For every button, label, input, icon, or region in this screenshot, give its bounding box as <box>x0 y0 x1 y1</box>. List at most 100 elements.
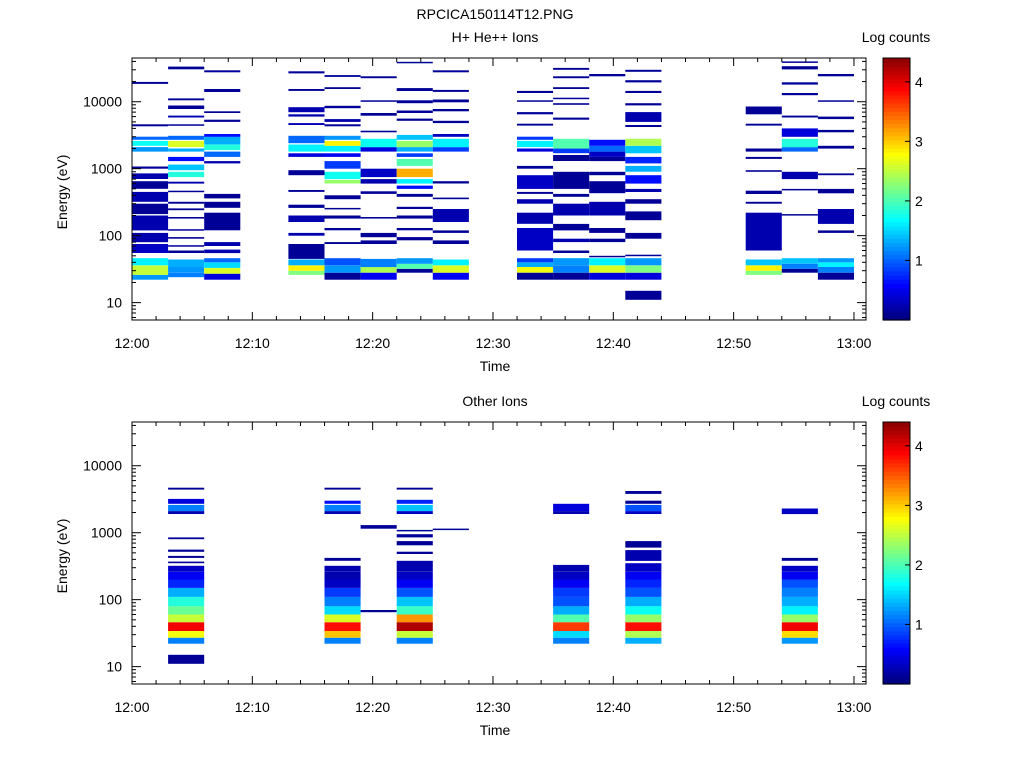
colorbar-segment <box>883 458 910 464</box>
heatmap-cell <box>745 212 782 251</box>
x-tick-label: 12:00 <box>114 335 149 351</box>
heatmap-cell <box>132 166 169 169</box>
heatmap-cell <box>324 75 361 77</box>
colorbar-segment <box>883 614 910 620</box>
colorbar-segment <box>883 82 910 88</box>
heatmap-cell <box>625 550 662 561</box>
heatmap-cell <box>324 153 361 157</box>
colorbar-segment <box>883 229 910 235</box>
colorbar-segment <box>883 557 910 562</box>
heatmap-cell <box>168 217 205 219</box>
heatmap-cell <box>625 199 662 204</box>
heatmap-cell <box>625 491 662 494</box>
heatmap-cell <box>781 263 818 269</box>
heatmap-cell <box>396 158 433 166</box>
colorbar-segment <box>883 450 910 456</box>
heatmap-cell <box>553 637 590 644</box>
heatmap-cell <box>553 97 590 100</box>
heatmap-cell <box>204 262 241 268</box>
colorbar-segment <box>883 176 910 182</box>
heatmap-cell <box>168 511 205 514</box>
colorbar-segment <box>883 143 910 149</box>
heatmap-cell <box>168 208 205 211</box>
heatmap-cell <box>745 156 782 159</box>
x-tick-label: 12:10 <box>235 699 270 715</box>
colorbar-segment <box>883 119 910 125</box>
heatmap-cell <box>625 614 662 623</box>
colorbar-segment <box>883 164 910 170</box>
heatmap-cell <box>517 123 554 126</box>
heatmap-cell <box>625 90 662 93</box>
heatmap-cell <box>324 565 361 572</box>
heatmap-cell <box>517 100 554 102</box>
heatmap-cell <box>168 171 205 178</box>
heatmap-cell <box>168 537 205 540</box>
heatmap-cell <box>517 212 554 224</box>
heatmap-cells <box>132 61 854 300</box>
colorbar-tick-label: 3 <box>915 497 923 513</box>
heatmap-cell <box>324 272 361 280</box>
axes: 12:00 12:10 12:20 12:30 12:40 12:50 13:00 10 100… <box>83 58 872 351</box>
heatmap-cell <box>288 107 325 113</box>
colorbar-segment <box>883 295 910 301</box>
heatmap-cell <box>553 203 590 216</box>
colorbar-segment <box>883 184 910 190</box>
heatmap-cell <box>204 201 241 208</box>
x-tick-label: 12:10 <box>235 335 270 351</box>
heatmap-cell <box>324 135 361 140</box>
colorbar-segment <box>883 577 910 583</box>
heatmap-cell <box>432 70 469 73</box>
colorbar-segment <box>883 139 910 145</box>
heatmap-cell <box>288 114 325 117</box>
heatmap-cell <box>324 511 361 514</box>
heatmap-cell <box>288 215 325 222</box>
y-tick-label: 10 <box>106 659 122 675</box>
colorbar-segment <box>883 274 910 280</box>
heatmap-cell <box>204 258 241 263</box>
heatmap-cell <box>396 140 433 148</box>
heatmap-cell <box>781 565 818 572</box>
heatmap-cell <box>324 195 361 200</box>
colorbar-segment <box>883 127 910 133</box>
heatmap-cell <box>781 587 818 597</box>
heatmap-cell <box>324 124 361 127</box>
heatmap-cell <box>168 596 205 607</box>
heatmap-cell <box>168 201 205 204</box>
colorbar-tick-label: 4 <box>915 74 923 90</box>
heatmap-cell <box>204 89 241 92</box>
heatmap-cell <box>396 193 433 197</box>
colorbar-segment <box>883 307 910 313</box>
heatmap-cell <box>168 555 205 558</box>
heatmap-cell <box>396 637 433 644</box>
heatmap-cell <box>517 112 554 115</box>
heatmap-cell <box>625 211 662 221</box>
colorbar-segment <box>883 516 910 521</box>
colorbar-segment <box>883 454 910 460</box>
heatmap-cell <box>360 130 397 133</box>
heatmap-cell <box>432 120 469 124</box>
heatmap-cell <box>324 587 361 597</box>
heatmap-cell <box>396 529 433 532</box>
colorbar-tick-label: 4 <box>915 438 923 454</box>
heatmap-cell <box>625 232 662 239</box>
heatmap-cell <box>517 148 554 152</box>
heatmap-cell <box>324 207 361 210</box>
heatmap-cell <box>168 498 205 504</box>
heatmap-cell <box>625 125 662 127</box>
axes: 12:00 12:10 12:20 12:30 12:40 12:50 13:00 10 100… <box>83 422 872 715</box>
heatmap-cell <box>625 272 662 280</box>
colorbar-segment <box>883 598 910 603</box>
colorbar-segment <box>883 156 910 161</box>
heatmap-cell <box>432 181 469 184</box>
heatmap-cell <box>396 571 433 580</box>
heatmap-cell <box>781 596 818 607</box>
colorbar-segment <box>883 471 910 476</box>
heatmap-cell <box>817 258 854 263</box>
heatmap-cell <box>745 190 782 194</box>
heatmap-cell <box>589 171 626 176</box>
colorbar-segment <box>883 581 910 587</box>
heatmap-cell <box>553 606 590 615</box>
x-tick-label: 12:20 <box>355 699 390 715</box>
heatmap-cell <box>288 204 325 208</box>
heatmap-cell <box>553 67 590 70</box>
